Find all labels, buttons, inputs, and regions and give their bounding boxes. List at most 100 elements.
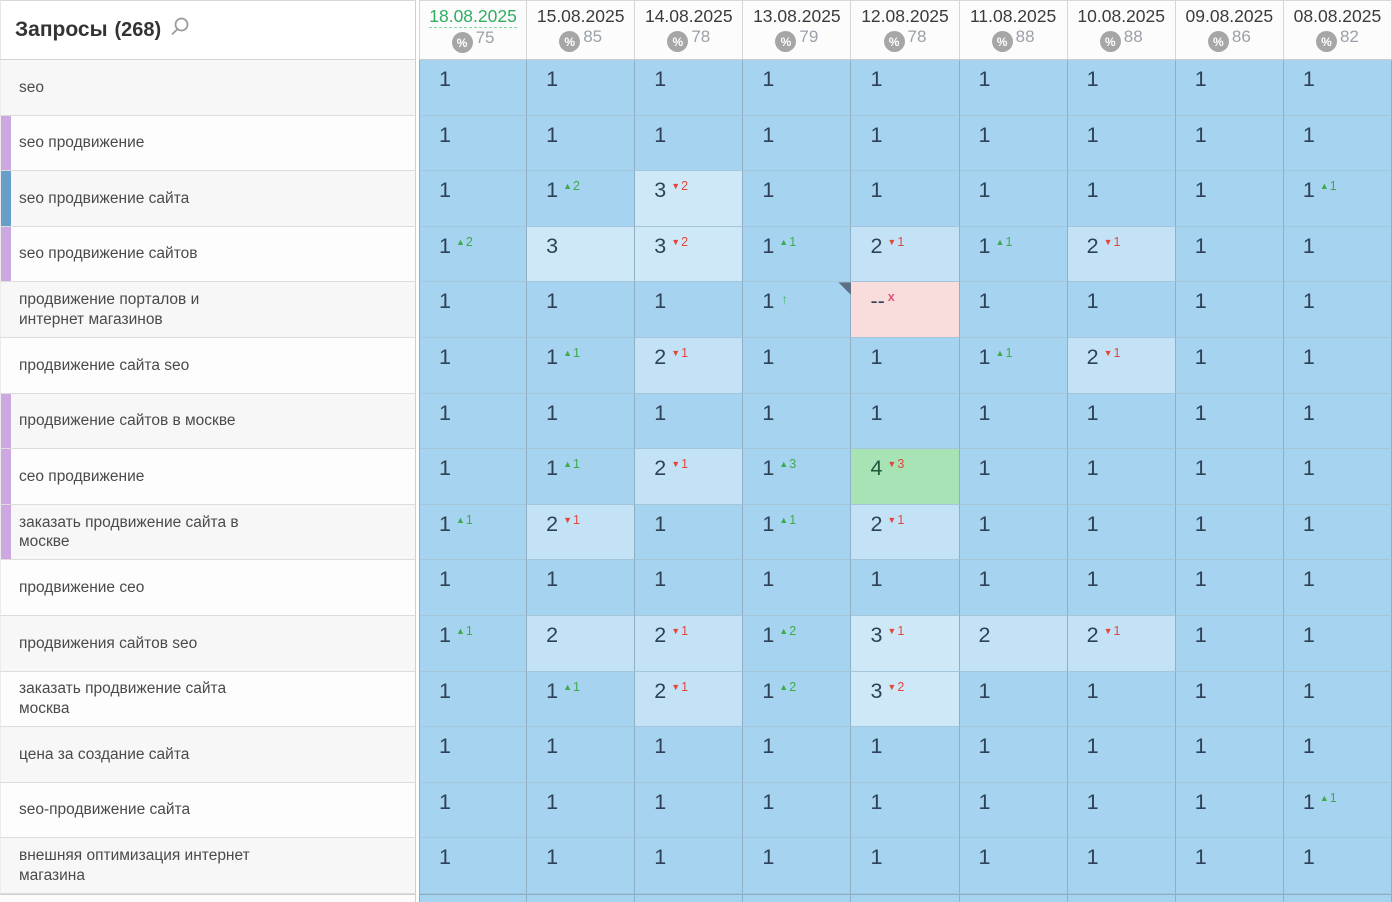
position-cell[interactable]: 1 <box>1175 449 1284 505</box>
position-cell[interactable]: 1 <box>1175 337 1284 394</box>
column-date[interactable]: 08.08.2025 <box>1293 6 1382 26</box>
position-cell[interactable]: 1 <box>1175 838 1284 894</box>
column-date[interactable]: 09.08.2025 <box>1185 6 1274 26</box>
position-cell[interactable]: 1 <box>743 560 852 616</box>
position-cell[interactable]: 1 <box>743 393 852 450</box>
position-cell[interactable]: 1 <box>527 782 636 839</box>
position-cell[interactable]: 1 <box>959 671 1068 728</box>
query-row[interactable]: заказать продвижение сайта в москве <box>0 504 416 561</box>
column-date[interactable]: 13.08.2025 <box>753 6 841 26</box>
position-cell[interactable]: 1 <box>635 504 744 561</box>
position-cell[interactable]: 1 ▲1 <box>1283 171 1392 227</box>
position-cell[interactable]: 1 <box>1283 671 1392 728</box>
position-cell[interactable]: 1 <box>419 449 528 505</box>
date-column-header[interactable]: 10.08.2025% 88 <box>1067 0 1176 60</box>
position-cell[interactable]: 2 ▼1 <box>851 226 960 283</box>
position-cell[interactable]: 1 <box>959 282 1068 338</box>
query-row[interactable]: сео продвижение <box>0 449 416 505</box>
position-cell[interactable]: 1 ▲1 <box>959 337 1068 394</box>
position-cell[interactable]: 2 <box>959 615 1068 672</box>
position-cell[interactable]: 1 <box>743 782 852 839</box>
position-cell[interactable]: 1 <box>1283 727 1392 783</box>
position-cell[interactable]: 1 <box>635 727 744 783</box>
query-row[interactable]: продвижение сайта seo <box>0 337 416 394</box>
query-row[interactable]: цена за создание сайта <box>0 727 416 783</box>
column-date[interactable]: 14.08.2025 <box>644 6 733 26</box>
position-cell[interactable]: 1 <box>959 838 1068 894</box>
position-cell[interactable]: 1 ▲1 <box>527 449 636 505</box>
position-cell[interactable]: 1 <box>959 782 1068 839</box>
position-cell[interactable]: 1 <box>419 115 528 172</box>
position-cell[interactable]: 1 <box>419 171 528 227</box>
search-icon[interactable] <box>169 16 191 38</box>
position-cell[interactable]: 1 ↑ <box>743 282 852 338</box>
position-cell[interactable]: 3 ▼2 <box>851 671 960 728</box>
query-row[interactable]: продвижение сео <box>0 560 416 616</box>
position-cell[interactable]: 1 <box>527 560 636 616</box>
position-cell[interactable]: 1 <box>959 449 1068 505</box>
query-row[interactable]: заказать продвижение сайта москва <box>0 671 416 728</box>
position-cell[interactable]: 1 ▲1 <box>419 504 528 561</box>
position-cell[interactable]: 1 ▲2 <box>743 615 852 672</box>
date-column-header[interactable]: 12.08.2025% 78 <box>851 0 960 60</box>
position-cell[interactable]: 3 ▼2 <box>635 171 744 227</box>
position-cell[interactable]: 1 <box>851 727 960 783</box>
position-cell[interactable]: 1 <box>1067 60 1176 116</box>
position-cell[interactable]: 1 <box>419 782 528 839</box>
position-cell[interactable]: 2 ▼1 <box>1067 615 1176 672</box>
position-cell[interactable]: 1 <box>959 171 1068 227</box>
position-cell[interactable]: 1 <box>851 393 960 450</box>
position-cell[interactable]: 2 ▼1 <box>527 504 636 561</box>
position-cell[interactable]: 1 <box>1283 449 1392 505</box>
position-cell[interactable]: 1 ▲1 <box>527 337 636 394</box>
position-cell[interactable]: 1 <box>527 393 636 450</box>
position-cell[interactable]: 1 <box>527 60 636 116</box>
position-cell[interactable]: 1 <box>419 560 528 616</box>
position-cell[interactable]: 1 <box>635 115 744 172</box>
query-row[interactable]: seo продвижение сайта <box>0 171 416 227</box>
position-cell[interactable]: 1 <box>851 782 960 839</box>
query-row[interactable]: внешняя оптимизация интернет магазина <box>0 838 416 894</box>
position-cell[interactable]: 1 <box>635 782 744 839</box>
position-cell[interactable]: 1 <box>635 560 744 616</box>
position-cell[interactable]: 1 ▲1 <box>743 226 852 283</box>
position-cell[interactable]: 1 <box>1283 60 1392 116</box>
query-row[interactable]: seo продвижение сайтов <box>0 226 416 283</box>
position-cell[interactable]: 2 ▼1 <box>1067 226 1176 283</box>
position-cell[interactable]: 1 <box>851 337 960 394</box>
position-cell[interactable]: 1 <box>959 727 1068 783</box>
position-cell[interactable]: 1 <box>419 727 528 783</box>
position-cell[interactable]: 1 <box>1067 727 1176 783</box>
position-cell[interactable]: 1 <box>1067 782 1176 839</box>
position-cell[interactable]: 1 <box>1175 727 1284 783</box>
position-cell[interactable]: 1 <box>1067 171 1176 227</box>
column-date[interactable]: 15.08.2025 <box>536 6 625 26</box>
position-cell[interactable]: 1 <box>419 60 528 116</box>
position-cell[interactable]: 1 <box>1067 282 1176 338</box>
position-cell[interactable]: 1 <box>1283 115 1392 172</box>
position-cell[interactable]: 1 <box>1175 171 1284 227</box>
position-cell[interactable]: 1 <box>851 171 960 227</box>
position-cell[interactable]: 1 <box>1175 393 1284 450</box>
column-date[interactable]: 12.08.2025 <box>861 6 949 26</box>
position-cell[interactable]: 1 <box>1175 115 1284 172</box>
query-row[interactable]: продвижение порталов и интернет магазино… <box>0 282 416 338</box>
position-cell[interactable]: 3 ▼1 <box>851 615 960 672</box>
position-cell[interactable]: 1 <box>1067 671 1176 728</box>
position-cell[interactable]: 1 ▲2 <box>419 226 528 283</box>
position-cell[interactable]: 1 <box>527 282 636 338</box>
position-cell[interactable]: 1 ▲1 <box>527 671 636 728</box>
date-column-header[interactable]: 09.08.2025% 86 <box>1175 0 1284 60</box>
position-cell[interactable]: 1 <box>1067 838 1176 894</box>
position-cell[interactable]: 1 ▲1 <box>419 615 528 672</box>
column-date[interactable]: 11.08.2025 <box>969 6 1057 26</box>
date-column-header[interactable]: 11.08.2025% 88 <box>959 0 1068 60</box>
position-cell[interactable]: 1 <box>1283 282 1392 338</box>
position-cell[interactable]: 1 ▲2 <box>743 671 852 728</box>
position-cell[interactable]: 1 <box>851 60 960 116</box>
date-column-header[interactable]: 08.08.2025% 82 <box>1283 0 1392 60</box>
position-cell[interactable]: 1 <box>1067 560 1176 616</box>
position-cell[interactable]: 1 <box>851 560 960 616</box>
query-row[interactable]: seo <box>0 60 416 116</box>
position-cell[interactable]: 1 <box>1283 393 1392 450</box>
